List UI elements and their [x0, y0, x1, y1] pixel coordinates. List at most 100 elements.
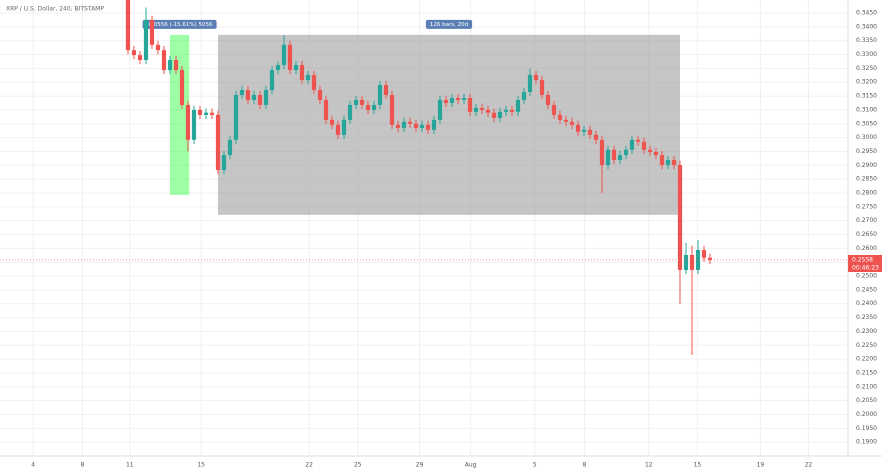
candle-body — [329, 119, 335, 125]
y-tick-label: 0.1900 — [856, 439, 877, 446]
candle-body — [359, 99, 365, 105]
candle-body — [269, 70, 275, 90]
y-tick-label: 0.2600 — [856, 245, 877, 252]
x-tick-label: 4 — [31, 462, 35, 469]
candle-body — [653, 152, 659, 156]
y-tick-label: 0.3400 — [856, 23, 877, 30]
candle-body — [575, 124, 581, 132]
candle-body — [293, 65, 299, 71]
candle-body — [425, 124, 431, 130]
candle-body — [665, 160, 671, 166]
candle-body — [341, 119, 347, 135]
range-label-bg — [425, 19, 473, 29]
last-price-box — [848, 254, 882, 272]
candle-body — [173, 60, 179, 71]
candle-body — [617, 155, 623, 161]
y-tick-label: 0.2900 — [856, 162, 877, 169]
y-tick-label: 0.3300 — [856, 51, 877, 58]
y-tick-label: 0.2950 — [856, 148, 877, 155]
candle-body — [179, 70, 185, 105]
candle-body — [593, 134, 599, 140]
candle-body — [137, 55, 143, 61]
candle-body — [419, 124, 425, 128]
candle-body — [527, 75, 533, 92]
x-tick-label: 15 — [197, 462, 205, 469]
candle-body — [233, 94, 239, 140]
x-tick-label: 22 — [305, 462, 313, 469]
candle-body — [689, 254, 695, 270]
y-tick-label: 0.2300 — [856, 328, 877, 335]
candle-body — [371, 104, 377, 110]
y-tick-label: 0.3050 — [856, 120, 877, 127]
candle-body — [131, 50, 137, 56]
candle-body — [203, 112, 209, 115]
y-tick-label: 0.2000 — [856, 411, 877, 418]
y-tick-label: 0.2850 — [856, 176, 877, 183]
candle-body — [335, 124, 341, 135]
candle-body — [677, 165, 683, 270]
y-tick-label: 0.3250 — [856, 65, 877, 72]
candles — [125, 0, 713, 355]
candle-body — [125, 0, 131, 51]
y-tick-label: 0.2100 — [856, 383, 877, 390]
candle-body — [395, 124, 401, 128]
candle-body — [155, 44, 161, 51]
candle-body — [383, 84, 389, 95]
axes: 0.3450 0.3400 0.3350 0.3300 0.3250 0.3200 0.31… — [0, 10, 882, 469]
candle-body — [449, 98, 455, 103]
candle-body — [305, 75, 311, 81]
candle-body — [221, 155, 227, 170]
candle-body — [551, 104, 557, 115]
x-tick-label: 15 — [694, 462, 702, 469]
candle-body — [245, 89, 251, 100]
countdown-label: 00:46:23 — [852, 264, 879, 271]
y-tick-label: 0.2750 — [856, 203, 877, 210]
candle-body — [443, 99, 449, 103]
y-tick-label: 0.3200 — [856, 79, 877, 86]
y-tick-label: 0.3000 — [856, 134, 877, 141]
y-tick-label: 0.2200 — [856, 356, 877, 363]
candle-body — [287, 44, 293, 71]
candle-body — [401, 121, 407, 128]
x-tick-label: 5 — [533, 462, 537, 469]
candle-body — [461, 98, 467, 100]
candle-body — [647, 149, 653, 152]
candle-body — [671, 160, 677, 166]
candle-body — [455, 98, 461, 100]
range-label: -0.0556 (-15.61%) 5056 — [147, 22, 213, 28]
candle-body — [281, 44, 287, 66]
y-tick-label: 0.2800 — [856, 189, 877, 196]
candle-body — [491, 112, 497, 118]
y-tick-label: 0.3350 — [856, 37, 877, 44]
y-tick-label: 0.2150 — [856, 369, 877, 376]
candle-body — [311, 75, 317, 90]
x-tick-label: 29 — [416, 462, 424, 469]
x-tick-label: 8 — [80, 462, 84, 469]
candle-body — [515, 99, 521, 112]
y-tick-label: 0.2500 — [856, 273, 877, 280]
y-tick-label: 0.2250 — [856, 342, 877, 349]
range-box — [169, 34, 190, 195]
annotations: -0.0556 (-15.61%) 5056 126 bars, 20d — [142, 19, 680, 215]
candle-body — [605, 149, 611, 166]
candle-body — [599, 139, 605, 166]
candle-body — [611, 149, 617, 161]
candle-body — [707, 257, 713, 260]
range-label: 126 bars, 20d — [430, 22, 468, 28]
candle-body — [257, 94, 263, 105]
candle-body — [623, 149, 629, 156]
y-tick-label: 0.2350 — [856, 314, 877, 321]
x-tick-label: 8 — [583, 462, 587, 469]
y-tick-label: 0.3150 — [856, 93, 877, 100]
candle-body — [317, 89, 323, 100]
range-box — [217, 34, 680, 215]
candle-body — [251, 94, 257, 100]
candle-body — [191, 109, 197, 140]
candle-body — [215, 114, 221, 170]
candle-body — [497, 111, 503, 118]
candle-body — [641, 141, 647, 150]
candle-body — [389, 94, 395, 125]
y-tick-label: 0.2650 — [856, 231, 877, 238]
candle-body — [167, 60, 173, 71]
